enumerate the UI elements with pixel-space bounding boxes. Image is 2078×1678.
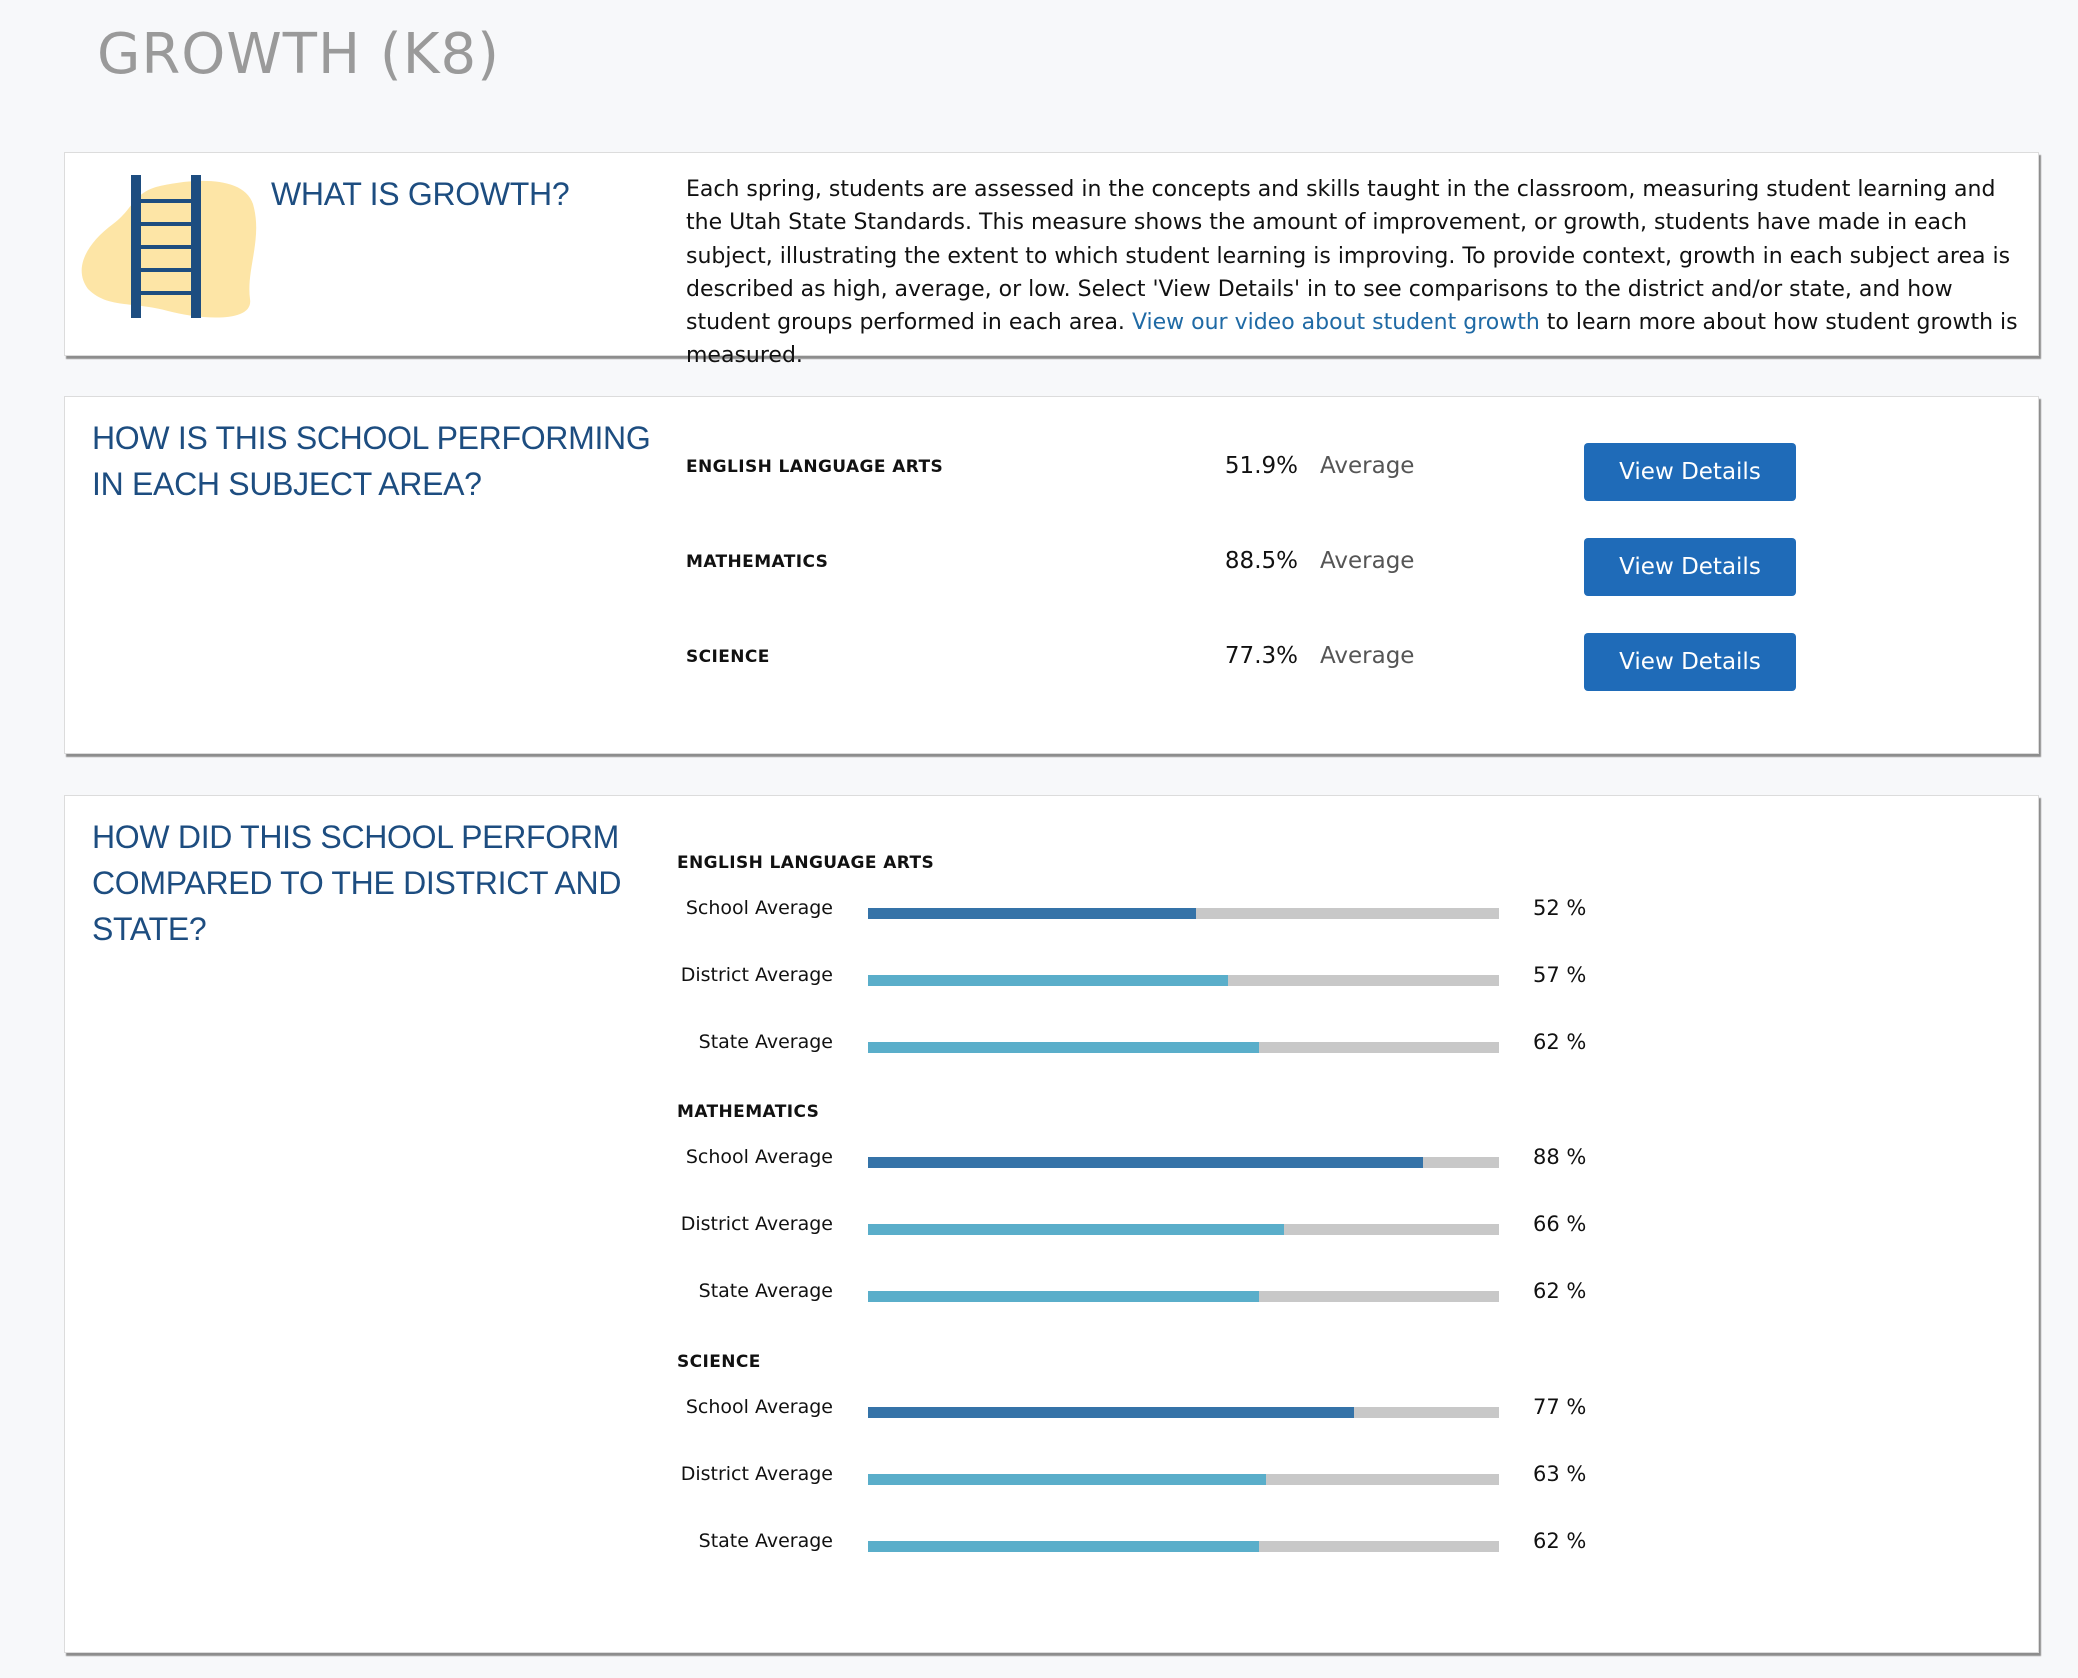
bar-value: 62 %	[1533, 1030, 1587, 1054]
bar-fill	[868, 1541, 1260, 1552]
bar-track	[868, 1474, 1499, 1485]
bar-fill	[868, 1407, 1354, 1418]
bar-label: School Average	[685, 897, 833, 919]
subject-performance-card: HOW IS THIS SCHOOL PERFORMING IN EACH SU…	[64, 396, 2039, 754]
page-title: GROWTH (K8)	[97, 22, 500, 87]
subject-row: ENGLISH LANGUAGE ARTS 51.9% Average View De…	[65, 443, 2038, 517]
bar-row: School Average 88 %	[65, 1145, 2038, 1176]
subject-rating: Average	[1320, 548, 1415, 574]
bar-row: State Average 62 %	[65, 1030, 2038, 1061]
subject-percent: 51.9%	[1224, 453, 1298, 479]
bar-value: 62 %	[1533, 1529, 1587, 1553]
what-heading: WHAT IS GROWTH?	[271, 176, 570, 212]
bar-track	[868, 1407, 1499, 1418]
bar-fill	[868, 1224, 1285, 1235]
bar-row: State Average 62 %	[65, 1529, 2038, 1560]
bar-label: District Average	[680, 1463, 833, 1485]
subject-name: MATHEMATICS	[686, 552, 829, 572]
video-link[interactable]: View our video about student growth	[1131, 310, 1540, 336]
bar-row: State Average 62 %	[65, 1279, 2038, 1310]
bar-row: District Average 66 %	[65, 1212, 2038, 1243]
bar-value: 88 %	[1533, 1145, 1587, 1169]
bar-label: State Average	[698, 1031, 833, 1053]
compare-heading: HOW DID THIS SCHOOL PERFORM COMPARED TO …	[92, 819, 622, 947]
what-is-growth-card: WHAT IS GROWTH? Each spring, students ar…	[64, 152, 2039, 368]
bar-row: School Average 52 %	[65, 896, 2038, 927]
subject-percent: 77.3%	[1224, 643, 1298, 669]
bar-fill	[868, 1291, 1260, 1302]
bar-label: State Average	[698, 1530, 833, 1552]
subject-rating: Average	[1320, 643, 1415, 669]
bar-track	[868, 908, 1499, 919]
view-details-button[interactable]: View Details	[1584, 443, 1796, 501]
compare-group-label: SCIENCE	[677, 1352, 761, 1372]
bar-value: 66 %	[1533, 1212, 1587, 1236]
bar-track	[868, 1291, 1499, 1302]
bar-label: School Average	[685, 1146, 833, 1168]
subject-name: SCIENCE	[686, 647, 770, 667]
subject-rating: Average	[1320, 453, 1415, 479]
bar-label: State Average	[698, 1280, 833, 1302]
bar-row: District Average 57 %	[65, 963, 2038, 994]
ladder-icon	[81, 175, 257, 318]
what-body: Each spring, students are assessed in th…	[686, 177, 2011, 336]
bar-track	[868, 1157, 1499, 1168]
bar-fill	[868, 908, 1197, 919]
bar-track	[868, 1042, 1499, 1053]
bar-fill	[868, 975, 1228, 986]
bar-fill	[868, 1157, 1424, 1168]
bar-value: 62 %	[1533, 1279, 1587, 1303]
bar-label: District Average	[680, 1213, 833, 1235]
view-details-button[interactable]: View Details	[1584, 538, 1796, 596]
bar-value: 57 %	[1533, 963, 1587, 987]
subject-name: ENGLISH LANGUAGE ARTS	[686, 457, 944, 477]
what-description: Each spring, students are assessed in th…	[686, 173, 2031, 373]
bar-label: District Average	[680, 964, 833, 986]
bar-track	[868, 1224, 1499, 1235]
subject-row: SCIENCE 77.3% Average View Details	[65, 633, 2038, 707]
comparison-card: HOW DID THIS SCHOOL PERFORM COMPARED TO …	[64, 795, 2039, 1653]
subjects-heading: HOW IS THIS SCHOOL PERFORMING IN EACH SU…	[92, 420, 651, 502]
bar-track	[868, 1541, 1499, 1552]
bar-value: 63 %	[1533, 1462, 1587, 1486]
bar-label: School Average	[685, 1396, 833, 1418]
bar-row: School Average 77 %	[65, 1395, 2038, 1426]
bar-row: District Average 63 %	[65, 1462, 2038, 1493]
bar-fill	[868, 1042, 1260, 1053]
bar-track	[868, 975, 1499, 986]
compare-group-label: ENGLISH LANGUAGE ARTS	[677, 853, 935, 873]
subject-row: MATHEMATICS 88.5% Average View Details	[65, 538, 2038, 612]
view-details-button[interactable]: View Details	[1584, 633, 1796, 691]
what-link-suffix: to learn more about how student growth i…	[686, 310, 2018, 369]
compare-group-label: MATHEMATICS	[677, 1102, 820, 1122]
bar-fill	[868, 1474, 1266, 1485]
bar-value: 52 %	[1533, 896, 1587, 920]
bar-value: 77 %	[1533, 1395, 1587, 1419]
subject-percent: 88.5%	[1224, 548, 1298, 574]
